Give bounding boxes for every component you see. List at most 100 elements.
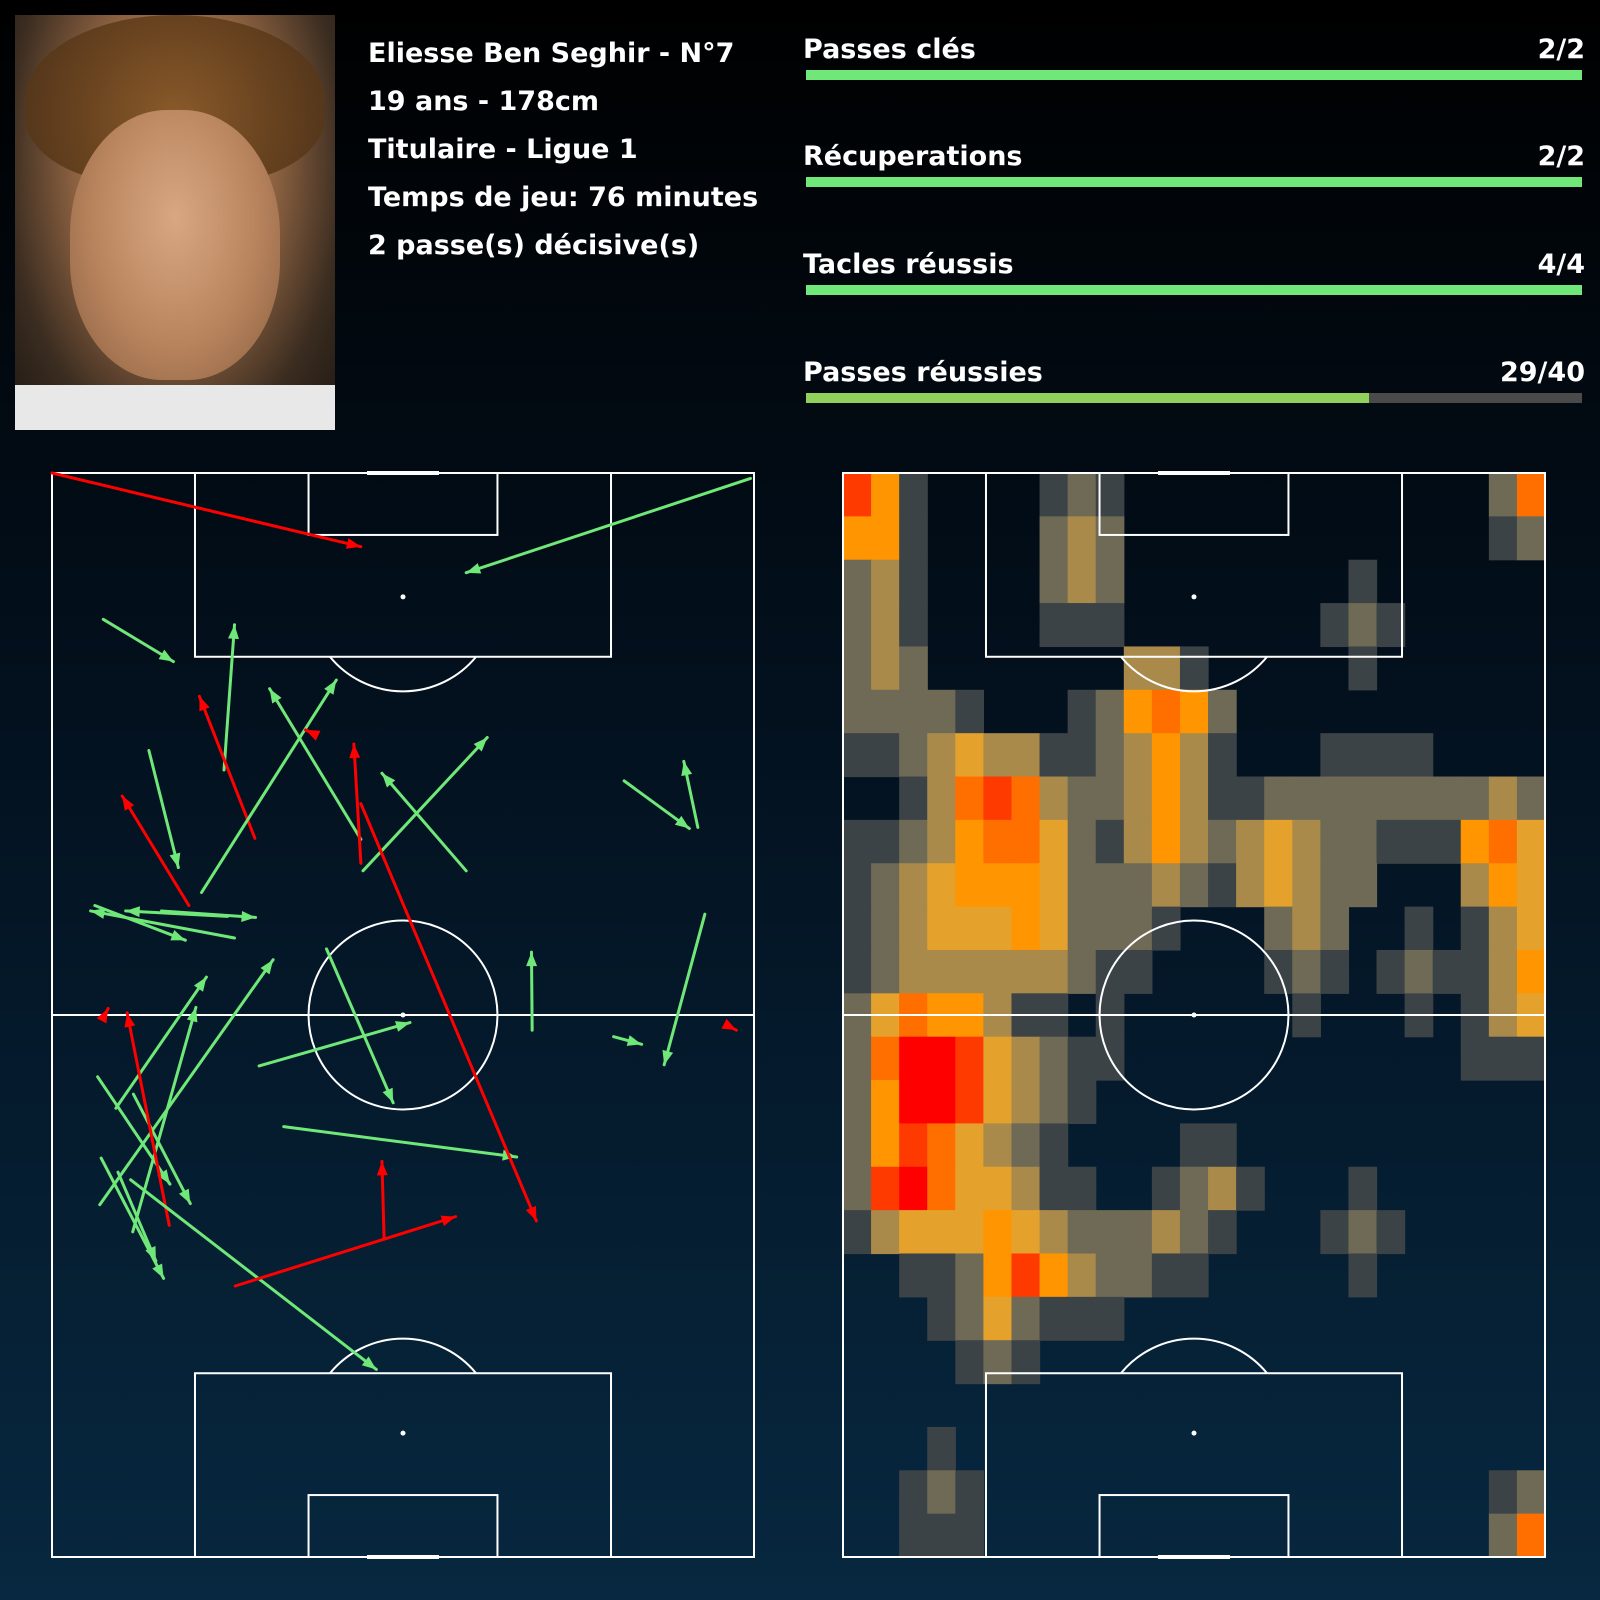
penalty-spot-bottom [400,1430,406,1436]
player-name: Eliesse Ben Seghir - N°7 [368,38,735,69]
stat-value: 29/40 [1499,357,1585,388]
heatmap-cell [1432,819,1462,864]
heatmap-cell [899,1253,928,1298]
pass-line [464,476,752,575]
heatmap-cell [955,733,984,778]
heatmap-cell [1179,1253,1209,1298]
heatmap-cell [955,1036,984,1081]
heatmap-cell [1039,1296,1069,1341]
heatmap-cell [871,646,900,691]
pass-line [50,471,363,549]
pass-arrowhead [440,1215,456,1227]
heatmap-cell [1516,819,1546,864]
pass-failed [96,1006,110,1024]
penalty-spot-top [1191,594,1197,600]
heatmap-cell [1320,863,1350,908]
heatmap-cell [1460,776,1490,821]
pass-completed [222,623,239,772]
pass-arrowhead [269,688,282,704]
heatmap-cell [1011,1253,1041,1298]
pass-completed [324,947,395,1105]
stat-value: 2/2 [1537,34,1585,65]
heatmap-cell [843,906,872,951]
heatmap-cell [843,863,872,908]
heatmap-cell [983,776,1013,821]
heatmap-cells [843,473,1546,1558]
heatmap-cell [1123,1253,1153,1298]
pass-completed [622,779,691,831]
heatmap-cell [1376,603,1406,648]
heatmap-cell [1123,819,1153,864]
penalty-spot-top [400,594,406,600]
heatmap-cell [1516,1036,1546,1081]
heatmap-cell [1264,906,1293,951]
stat-track [806,177,1582,187]
stat-fill [806,393,1369,403]
stat-fill [806,70,1582,80]
heatmap-cell [871,473,900,517]
penalty-arc-top [329,656,477,693]
heatmap-cell [927,1513,956,1558]
player-playing-time: Temps de jeu: 76 minutes [368,182,759,213]
player-photo [15,15,335,430]
heatmap-cell [1320,603,1350,648]
heatmap-cell [1179,689,1209,734]
goal-box-top [307,472,499,536]
heatmap-cell [983,1296,1013,1341]
heatmap-cell [1348,1210,1378,1255]
pass-failed [303,728,321,741]
pass-failed [197,694,257,840]
heatmap-cell [1123,863,1153,908]
heatmap-cell [899,1123,928,1168]
heatmap-cell [843,949,872,994]
stat-key-passes: Passes clés 2/2 [803,34,1585,104]
heatmap-cell [1039,906,1069,951]
heatmap-cell [871,559,900,604]
penalty-spot-bottom [1191,1430,1197,1436]
heatmap-cell [1460,863,1490,908]
pass-completed [681,759,700,829]
heatmap-cell [1179,733,1209,778]
heatmap-cell [899,646,928,691]
pass-completed [464,476,752,575]
heatmap-cell [1516,516,1546,561]
pass-arrowhead [345,538,361,549]
heatmap-cell [1067,1036,1097,1081]
heatmap-pitch [842,471,1546,1559]
pass-arrowhead [361,1356,377,1370]
pass-map-pitch [51,471,755,1559]
pass-arrowhead [124,1012,136,1028]
pass-line [129,1178,378,1371]
heatmap-cell [843,559,872,604]
heatmap-cell [871,1210,900,1255]
heatmap-cell [899,1036,928,1081]
heatmap-cell [1404,776,1434,821]
heatmap-cell [1067,1253,1097,1298]
heatmap-cell [1039,733,1069,778]
heatmap-cell [1039,776,1069,821]
heatmap-cell [927,1470,956,1515]
heatmap-cell [899,1166,928,1211]
player-age-height: 19 ans - 178cm [368,86,599,117]
heatmap-cell [927,1123,956,1168]
heatmap-cell [1151,689,1181,734]
heatmap-cell [1516,776,1546,821]
heatmap-cell [1151,776,1181,821]
heatmap-cell [1151,733,1181,778]
pass-arrowhead [193,977,207,992]
heatmap-cell [1067,949,1097,994]
pass-completed [98,958,275,1207]
stat-value: 2/2 [1537,141,1585,172]
heatmap-cell [871,603,900,648]
heatmap-cell [1011,1166,1041,1211]
heatmap-cell [1011,776,1041,821]
heatmap-cell [1123,906,1153,951]
heatmap-cell [1151,1166,1181,1211]
heatmap-cell [1348,863,1378,908]
heatmap-cell [927,776,956,821]
pass-completed [282,1125,519,1161]
pass-arrowhead [349,744,361,759]
pass-arrowhead [178,1188,191,1204]
heatmap-cell [1460,1036,1490,1081]
pass-arrowhead [241,910,256,922]
